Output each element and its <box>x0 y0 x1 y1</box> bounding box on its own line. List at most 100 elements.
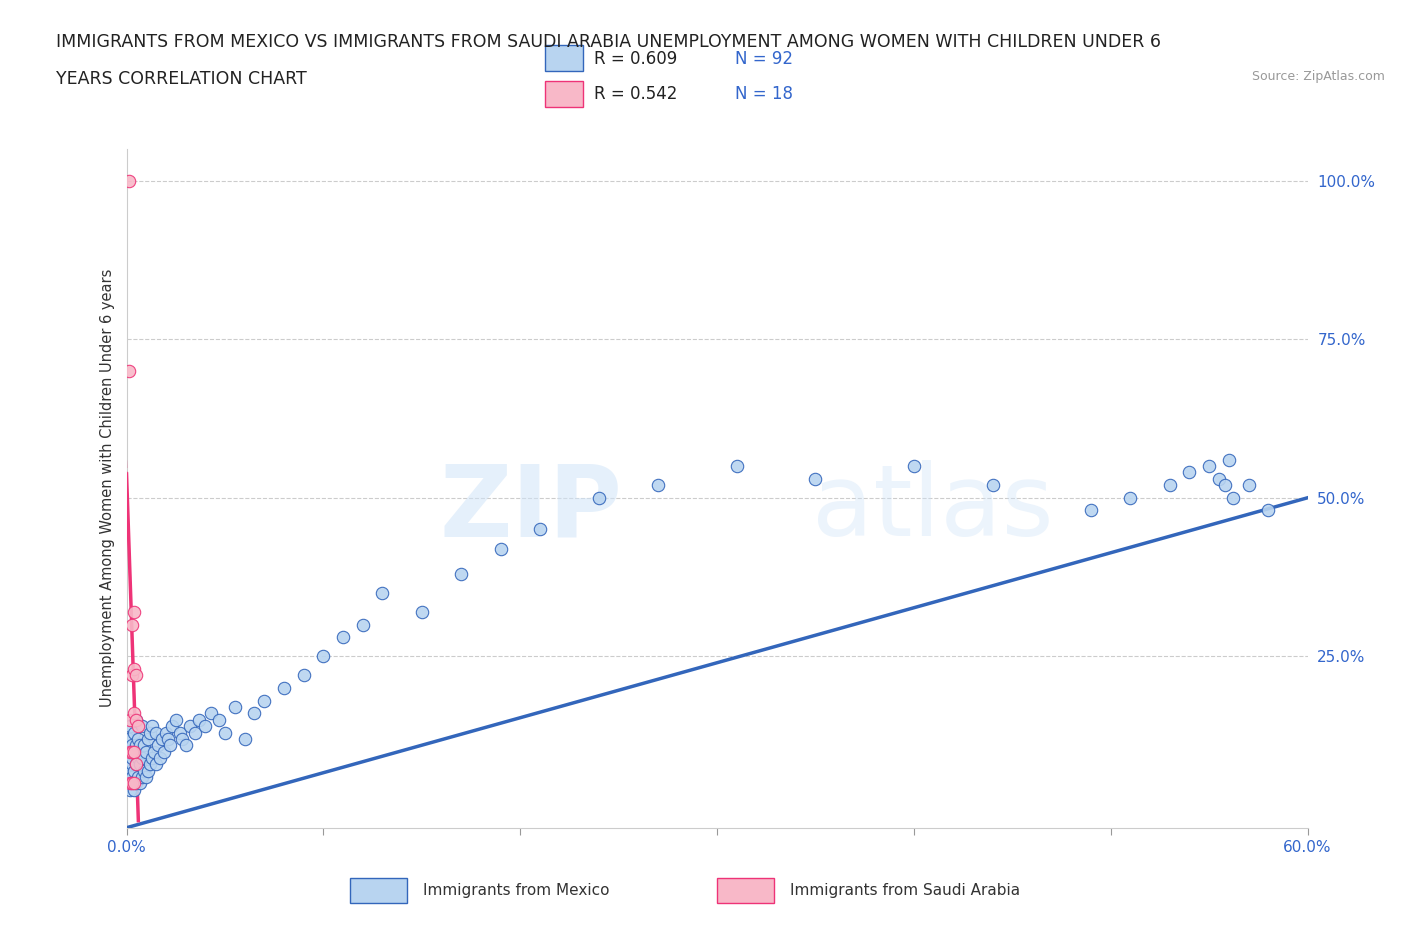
Text: IMMIGRANTS FROM MEXICO VS IMMIGRANTS FROM SAUDI ARABIA UNEMPLOYMENT AMONG WOMEN : IMMIGRANTS FROM MEXICO VS IMMIGRANTS FRO… <box>56 33 1161 50</box>
Text: N = 92: N = 92 <box>734 49 793 68</box>
Point <box>135 769 157 784</box>
Point <box>121 757 143 772</box>
Text: R = 0.542: R = 0.542 <box>593 86 678 103</box>
Point <box>117 757 139 772</box>
Point <box>127 731 149 746</box>
Point <box>1080 503 1102 518</box>
Point <box>352 618 374 632</box>
Point <box>903 458 925 473</box>
Point <box>121 776 143 790</box>
Point <box>1222 490 1244 505</box>
Point <box>450 566 472 581</box>
Point <box>153 744 176 759</box>
Point <box>124 661 146 676</box>
Text: ZIP: ZIP <box>440 460 623 557</box>
Point <box>136 764 159 778</box>
Point <box>184 725 207 740</box>
Point <box>125 776 148 790</box>
Point <box>411 604 433 619</box>
FancyBboxPatch shape <box>544 81 583 107</box>
Point <box>124 604 146 619</box>
Point <box>233 731 256 746</box>
Point <box>981 478 1004 493</box>
FancyBboxPatch shape <box>544 46 583 72</box>
Point <box>124 744 146 759</box>
Point <box>292 668 315 683</box>
Point <box>134 764 156 778</box>
Point <box>156 731 179 746</box>
Point <box>155 725 177 740</box>
Text: atlas: atlas <box>811 460 1053 557</box>
Point <box>725 458 748 473</box>
Point <box>127 751 149 765</box>
Point <box>124 744 146 759</box>
Point <box>125 757 148 772</box>
Point <box>136 731 159 746</box>
Point <box>165 712 187 727</box>
Point <box>243 706 266 721</box>
Point <box>145 757 167 772</box>
Point <box>371 586 394 601</box>
Point <box>647 478 669 493</box>
Point <box>253 694 276 709</box>
Text: YEARS CORRELATION CHART: YEARS CORRELATION CHART <box>56 70 307 87</box>
Point <box>174 737 197 752</box>
Point <box>159 737 181 752</box>
Point <box>160 719 183 734</box>
FancyBboxPatch shape <box>350 878 408 903</box>
Point <box>121 769 143 784</box>
Point <box>127 769 149 784</box>
Point <box>117 364 139 379</box>
Point <box>131 751 153 765</box>
Point <box>129 737 152 752</box>
Point <box>129 757 152 772</box>
Point <box>179 719 201 734</box>
Point <box>125 737 148 752</box>
Point <box>1218 452 1240 467</box>
Point <box>127 719 149 734</box>
Point <box>1208 472 1230 486</box>
Point <box>1213 478 1236 493</box>
Point <box>208 712 231 727</box>
Point <box>135 744 157 759</box>
Point <box>1178 465 1201 480</box>
Point <box>124 764 146 778</box>
Point <box>131 769 153 784</box>
Point <box>117 776 139 790</box>
Point <box>224 699 246 714</box>
Point <box>125 712 148 727</box>
Point <box>529 522 551 537</box>
Point <box>1198 458 1220 473</box>
Point <box>117 731 139 746</box>
Point <box>120 712 142 727</box>
Point <box>489 541 512 556</box>
Point <box>141 719 163 734</box>
Point <box>124 725 146 740</box>
Point <box>169 725 191 740</box>
Point <box>1119 490 1142 505</box>
Point <box>121 744 143 759</box>
Point <box>124 776 146 790</box>
Point <box>1237 478 1260 493</box>
Point <box>120 744 142 759</box>
Point <box>332 630 354 644</box>
Point <box>120 782 142 797</box>
Text: Immigrants from Mexico: Immigrants from Mexico <box>423 883 610 898</box>
Point <box>143 744 166 759</box>
Point <box>146 737 169 752</box>
Point <box>121 776 143 790</box>
Point <box>125 712 148 727</box>
Point <box>214 725 236 740</box>
Point <box>588 490 610 505</box>
Point <box>141 751 163 765</box>
Point <box>129 776 152 790</box>
Text: R = 0.609: R = 0.609 <box>593 49 678 68</box>
Point <box>145 725 167 740</box>
Point <box>312 649 335 664</box>
Point <box>804 472 827 486</box>
Point <box>188 712 211 727</box>
Point <box>120 744 142 759</box>
FancyBboxPatch shape <box>717 878 775 903</box>
Point <box>1257 503 1279 518</box>
Point <box>194 719 217 734</box>
